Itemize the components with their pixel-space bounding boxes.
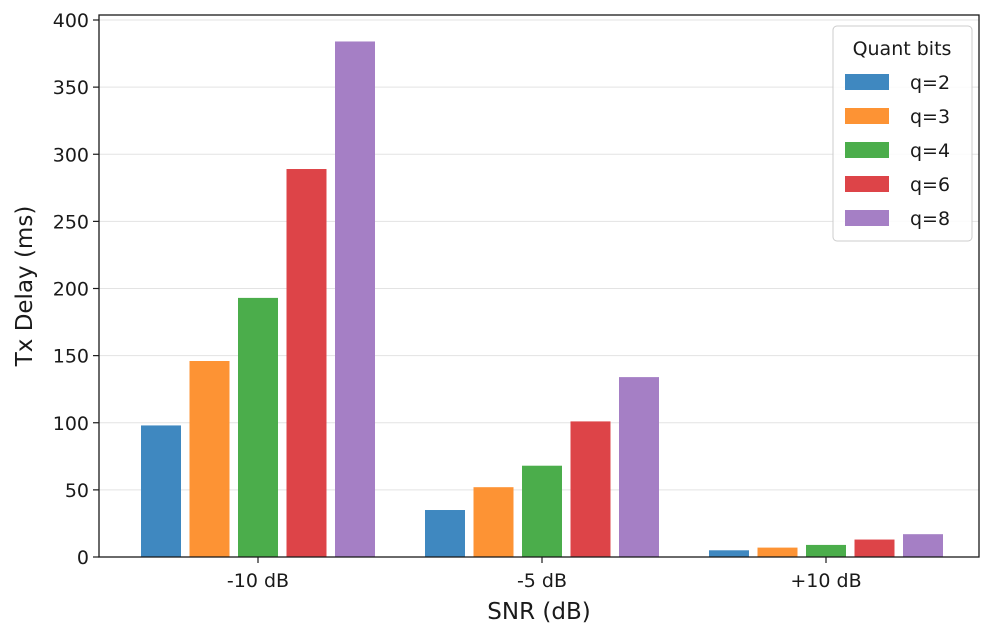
legend-label-q3: q=3 <box>910 106 950 128</box>
legend-swatch-q8 <box>845 210 889 226</box>
plot-frame <box>98 14 980 558</box>
legend-label-q6: q=6 <box>910 174 950 196</box>
bar-q4-0 <box>238 297 278 557</box>
bar-q4-2 <box>806 544 846 557</box>
bar-q3-0 <box>189 360 230 557</box>
y-axis-title: Tx Delay (ms) <box>12 206 38 368</box>
bar-q3-2 <box>757 547 798 557</box>
bar-q8-2 <box>903 534 943 557</box>
y-tick-label: 0 <box>77 547 89 569</box>
x-axis: -10 dB -5 dB +10 dB <box>227 557 862 592</box>
legend-swatch-q6 <box>845 176 889 192</box>
bar-q8-1 <box>619 377 659 557</box>
x-tick-label: +10 dB <box>790 570 861 592</box>
bar-q2-0 <box>141 425 181 557</box>
bar-q3-1 <box>473 487 514 557</box>
legend-label-q8: q=8 <box>910 208 950 230</box>
legend-swatch-q2 <box>845 74 889 90</box>
legend-label-q2: q=2 <box>910 72 950 94</box>
bar-q4-1 <box>522 465 562 557</box>
legend-swatch-q3 <box>845 108 889 124</box>
legend-swatch-q4 <box>845 142 889 158</box>
y-tick-label: 50 <box>65 480 89 502</box>
bar-q8-0 <box>335 41 375 558</box>
bar-q6-2 <box>854 539 895 557</box>
y-tick-label: 300 <box>53 144 89 166</box>
bar-q6-0 <box>286 169 327 557</box>
bar-q2-1 <box>425 510 465 557</box>
y-tick-label: 250 <box>53 211 89 233</box>
bar-q6-1 <box>570 421 611 557</box>
y-axis: 0 50 100 150 200 250 300 350 400 <box>53 10 99 569</box>
y-tick-label: 100 <box>53 413 89 435</box>
y-tick-label: 200 <box>53 279 89 301</box>
x-axis-title: SNR (dB) <box>487 599 590 625</box>
legend-label-q4: q=4 <box>910 140 950 162</box>
legend: Quant bits q=2 q=3 q=4 q=6 q=8 <box>832 25 973 242</box>
bar-q2-2 <box>709 550 749 557</box>
y-tick-label: 350 <box>53 77 89 99</box>
x-tick-label: -5 dB <box>517 570 567 592</box>
bars <box>141 41 943 558</box>
y-tick-label: 400 <box>53 10 89 32</box>
legend-title: Quant bits <box>853 38 952 60</box>
y-tick-label: 150 <box>53 346 89 368</box>
x-tick-label: -10 dB <box>227 570 289 592</box>
